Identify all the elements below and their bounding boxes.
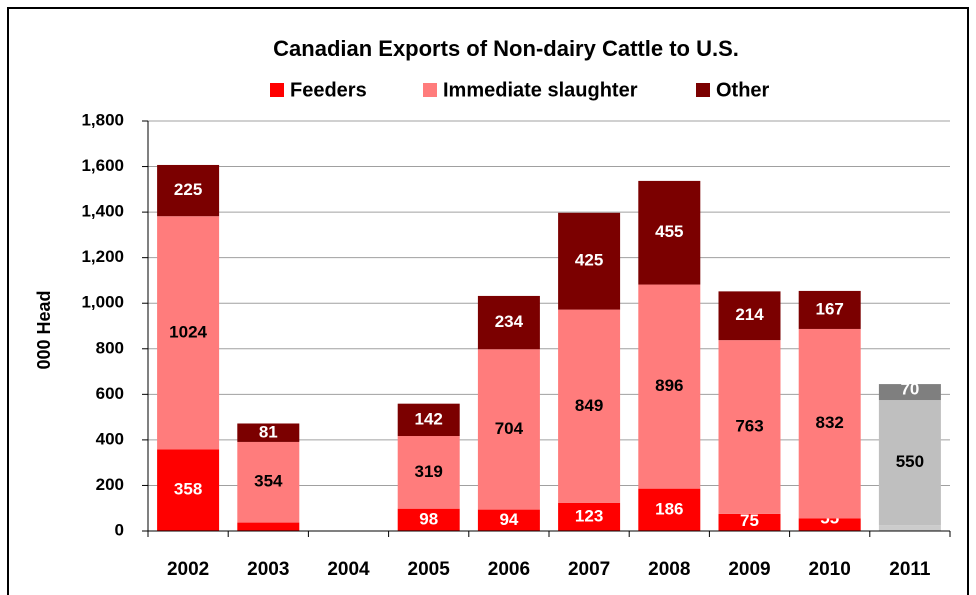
bar-segment bbox=[718, 340, 781, 514]
legend-swatch bbox=[270, 83, 284, 97]
data-label: 70 bbox=[900, 379, 919, 398]
bar-segment bbox=[798, 328, 861, 519]
bar-segment bbox=[558, 502, 621, 531]
y-tick-label: 200 bbox=[96, 475, 124, 494]
chart-title: Canadian Exports of Non-dairy Cattle to … bbox=[273, 36, 739, 61]
x-tick-label: 2002 bbox=[167, 559, 209, 580]
bar-segment bbox=[237, 522, 300, 531]
y-tick-label: 1,600 bbox=[81, 156, 124, 175]
data-label: 354 bbox=[254, 472, 283, 491]
data-label: 763 bbox=[735, 417, 763, 436]
x-tick-label: 2005 bbox=[408, 559, 451, 580]
bar-segment bbox=[798, 290, 861, 329]
data-label: 455 bbox=[655, 222, 683, 241]
y-tick-label: 1,800 bbox=[81, 110, 124, 129]
data-label: 358 bbox=[174, 480, 202, 499]
y-tick-label: 1,000 bbox=[81, 293, 124, 312]
bar-segment bbox=[157, 164, 220, 217]
data-label: 98 bbox=[419, 509, 438, 528]
data-label: 425 bbox=[575, 251, 603, 270]
x-tick-label: 2008 bbox=[648, 559, 690, 580]
legend-label: Other bbox=[716, 79, 770, 101]
bar-segment bbox=[718, 291, 781, 341]
data-label: 81 bbox=[259, 423, 278, 442]
y-tick-label: 1,400 bbox=[81, 202, 124, 221]
bar-segment bbox=[638, 180, 701, 285]
bar-segment bbox=[157, 216, 220, 450]
bar-segment bbox=[397, 436, 460, 509]
bar-segment bbox=[558, 309, 621, 503]
bar-segment bbox=[237, 423, 300, 442]
bar-segment bbox=[798, 518, 861, 531]
bar-segment bbox=[397, 508, 460, 531]
data-label: 234 bbox=[495, 312, 524, 331]
data-label: 832 bbox=[816, 413, 844, 432]
data-label: 896 bbox=[655, 376, 683, 395]
legend-swatch bbox=[423, 83, 437, 97]
bar-segment bbox=[638, 284, 701, 489]
bar-segment bbox=[157, 449, 220, 531]
data-label: 167 bbox=[816, 299, 844, 318]
bar-segment bbox=[718, 513, 781, 531]
bar-segment bbox=[878, 525, 941, 531]
bar-segment bbox=[558, 212, 621, 310]
legend-swatch bbox=[696, 83, 710, 97]
data-label: 94 bbox=[499, 510, 518, 529]
data-label: 704 bbox=[495, 419, 524, 438]
bar-segment bbox=[638, 488, 701, 531]
y-tick-label: 400 bbox=[96, 429, 124, 448]
x-tick-label: 2003 bbox=[247, 559, 289, 580]
x-tick-label: 2011 bbox=[889, 559, 931, 580]
y-tick-label: 800 bbox=[96, 338, 124, 357]
bar-segment bbox=[237, 441, 300, 523]
data-label: 214 bbox=[735, 305, 764, 324]
y-tick-label: 1,200 bbox=[81, 247, 124, 266]
data-label: 123 bbox=[575, 506, 603, 525]
x-tick-label: 2007 bbox=[568, 559, 610, 580]
bar-segment bbox=[397, 403, 460, 437]
legend-label: Feeders bbox=[290, 79, 367, 101]
data-label: 142 bbox=[415, 409, 443, 428]
bar-segment bbox=[477, 349, 540, 510]
data-label: 319 bbox=[415, 462, 443, 481]
y-axis-label: 000 Head bbox=[34, 290, 54, 369]
x-tick-label: 2004 bbox=[327, 559, 370, 580]
bar-segment bbox=[477, 509, 540, 531]
data-label: 225 bbox=[174, 180, 202, 199]
legend-label: Immediate slaughter bbox=[443, 79, 638, 101]
bar-segment bbox=[878, 384, 941, 401]
data-label: 849 bbox=[575, 396, 603, 415]
data-label: 75 bbox=[740, 511, 759, 530]
x-tick-label: 2009 bbox=[728, 559, 770, 580]
x-tick-label: 2010 bbox=[809, 559, 851, 580]
y-tick-label: 0 bbox=[115, 520, 124, 539]
x-tick-label: 2006 bbox=[488, 559, 530, 580]
data-label: 1024 bbox=[169, 322, 207, 341]
data-label: 186 bbox=[655, 499, 683, 518]
y-tick-label: 600 bbox=[96, 384, 124, 403]
data-label: 550 bbox=[896, 452, 924, 471]
bar-segment bbox=[477, 295, 540, 350]
bar-segment bbox=[878, 400, 941, 526]
